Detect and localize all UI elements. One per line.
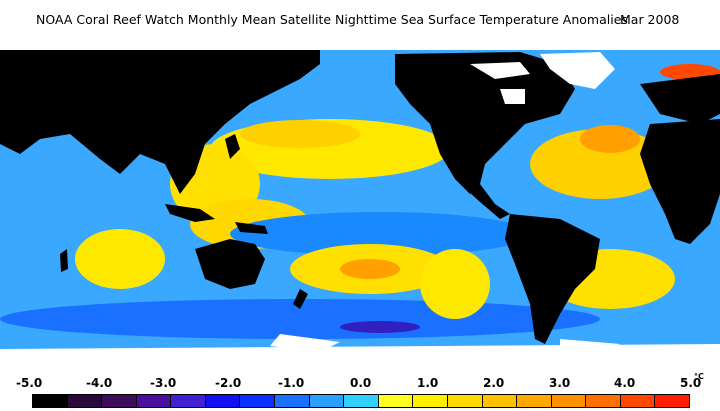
colorbar-swatch xyxy=(240,395,276,407)
land-japan xyxy=(225,134,240,159)
land-madagascar xyxy=(60,249,68,272)
colorbar-swatch xyxy=(447,395,483,407)
title-date: Mar 2008 xyxy=(620,12,680,27)
colorbar-swatch xyxy=(205,395,241,407)
land-new-zealand xyxy=(293,289,308,309)
ice xyxy=(0,44,720,365)
tick-label: 3.0 xyxy=(549,376,571,390)
tick-label: -4.0 xyxy=(86,376,113,390)
ice-top-band xyxy=(0,44,720,50)
land-eurasia xyxy=(0,44,320,194)
patch-spac-orange xyxy=(340,259,400,279)
land-africa xyxy=(640,119,720,244)
land-south-america xyxy=(505,214,600,344)
land-europe-east xyxy=(640,74,720,124)
colorbar-swatch xyxy=(67,395,103,407)
colorbar-swatch xyxy=(275,395,310,407)
patch-npac-warm2 xyxy=(240,120,360,148)
ice-antarctica xyxy=(0,344,720,365)
colorbar-swatch xyxy=(551,395,587,407)
colorbar-swatch xyxy=(413,395,448,407)
colorbar-swatch xyxy=(344,395,379,407)
patch-equatorial-cool xyxy=(230,212,530,256)
tick-label: -2.0 xyxy=(215,376,242,390)
title-text: NOAA Coral Reef Watch Monthly Mean Satel… xyxy=(36,12,628,27)
patch-sepac-yellow xyxy=(420,249,490,319)
land-masses xyxy=(0,44,720,344)
colorbar-unit: °C xyxy=(694,372,704,381)
colorbar-tick-labels: -5.0 -4.0 -3.0 -2.0 -1.0 0.0 1.0 2.0 3.0… xyxy=(0,376,720,394)
figure-title: NOAA Coral Reef Watch Monthly Mean Satel… xyxy=(0,12,720,32)
colorbar-swatch xyxy=(378,395,414,407)
colorbar-swatch xyxy=(171,395,206,407)
colorbar xyxy=(32,394,690,408)
tick-label: 1.0 xyxy=(417,376,439,390)
ice-greenland xyxy=(540,52,615,89)
tick-label: -3.0 xyxy=(150,376,177,390)
land-indonesia xyxy=(165,204,215,222)
colorbar-swatch xyxy=(309,395,345,407)
sst-anomaly-map xyxy=(0,44,720,365)
tick-label: -1.0 xyxy=(278,376,305,390)
tick-label: 0.0 xyxy=(350,376,372,390)
colorbar-swatch xyxy=(102,395,137,407)
patch-natl-orange xyxy=(580,125,640,153)
land-new-guinea xyxy=(235,222,268,234)
ice-hudson xyxy=(500,89,525,104)
patch-southern-deep xyxy=(340,321,420,333)
ice-canada-arctic xyxy=(470,62,530,79)
land-australia xyxy=(195,239,265,289)
patch-ind-warm xyxy=(75,229,165,289)
ice-antarctic-shelf2 xyxy=(560,339,620,354)
tick-label: -5.0 xyxy=(16,376,43,390)
anomaly-patches xyxy=(0,58,720,339)
colorbar-swatch xyxy=(620,395,656,407)
ice-antarctic-shelf xyxy=(270,334,340,352)
colorbar-swatch xyxy=(586,395,621,407)
land-north-america xyxy=(395,52,575,194)
colorbar-swatch xyxy=(517,395,552,407)
colorbar-swatch xyxy=(655,395,689,407)
colorbar-swatch xyxy=(482,395,518,407)
land-central-america xyxy=(455,179,510,219)
tick-label: 4.0 xyxy=(614,376,636,390)
tick-label: 2.0 xyxy=(483,376,505,390)
tick-label: 5.0 xyxy=(680,376,702,390)
colorbar-swatch xyxy=(33,395,68,407)
colorbar-swatch xyxy=(136,395,172,407)
